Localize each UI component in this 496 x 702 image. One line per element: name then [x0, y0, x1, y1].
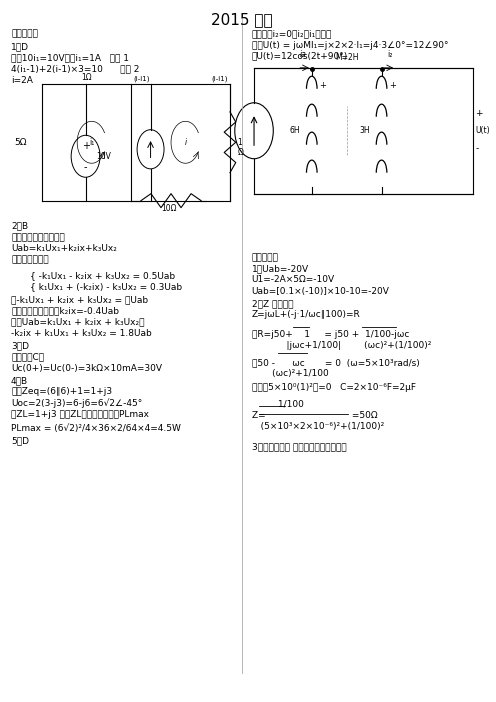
Text: Uoc=2(3-j3)=6-j6=6√2∠-45°: Uoc=2(3-j3)=6-j6=6√2∠-45°: [11, 399, 142, 408]
Text: 一、选择题: 一、选择题: [11, 29, 38, 39]
Text: +: +: [319, 81, 326, 90]
Text: Z=jωL+(-j·1/ωc∥100)=R: Z=jωL+(-j·1/ωc∥100)=R: [251, 310, 361, 319]
Text: i=2A: i=2A: [11, 76, 33, 84]
Text: +: +: [82, 141, 90, 151]
Text: Z=                              =50Ω: Z= =50Ω: [251, 411, 377, 420]
Text: 1Ω: 1Ω: [81, 74, 92, 83]
Text: U(t): U(t): [475, 126, 490, 135]
Text: |jωc+1/100|        (ωc)²+(1/100)²: |jωc+1/100| (ωc)²+(1/100)²: [251, 341, 431, 350]
Text: 1/100: 1/100: [251, 400, 304, 409]
Text: -: -: [475, 144, 479, 153]
Text: i₂: i₂: [387, 51, 393, 60]
Text: 解：Zeq=(6∥6)+1=1+j3: 解：Zeq=(6∥6)+1=1+j3: [11, 388, 112, 397]
Text: 求-k₁Ux₁ + k₂ix + k₃Ux₂ = ？Uab: 求-k₁Ux₁ + k₂ix + k₃Ux₂ = ？Uab: [11, 295, 148, 304]
Text: 解：电容C：: 解：电容C：: [11, 352, 44, 362]
Text: PLmax = (6√2)²/4×36×2/64×4=4.5W: PLmax = (6√2)²/4×36×2/64×4=4.5W: [11, 424, 181, 432]
Text: M=2H: M=2H: [335, 53, 359, 62]
Text: 解：已知i₂=0，i₂与i₁的方向: 解：已知i₂=0，i₂与i₁的方向: [251, 29, 332, 39]
Text: 即50 -      ωc       = 0  (ω=5×10³rad/s): 即50 - ωc = 0 (ω=5×10³rad/s): [251, 358, 420, 367]
Text: (5×10³×2×10⁻⁶)²+(1/100)²: (5×10³×2×10⁻⁶)²+(1/100)²: [251, 423, 384, 431]
Text: U1=-2A×5Ω=-10V: U1=-2A×5Ω=-10V: [251, 275, 335, 284]
Text: 2．Z 为纯电阻: 2．Z 为纯电阻: [251, 299, 293, 308]
Text: { k₁Ux₁ + (-k₂ix) - k₃Ux₂ = 0.3Uab: { k₁Ux₁ + (-k₂ix) - k₃Ux₂ = 0.3Uab: [30, 282, 183, 291]
Text: 1．Uab=-20V: 1．Uab=-20V: [251, 264, 309, 273]
Text: 由条件建立等式: 由条件建立等式: [11, 256, 49, 264]
Text: (i-i1): (i-i1): [211, 76, 228, 83]
Text: ia: ia: [300, 51, 307, 60]
Text: Ω: Ω: [237, 148, 243, 157]
Text: i: i: [185, 138, 186, 147]
Text: 解：10i₁=10V，即i₁=1A   网孔 1: 解：10i₁=10V，即i₁=1A 网孔 1: [11, 53, 129, 62]
Text: 1: 1: [237, 138, 242, 147]
Text: 将上述两式相加，即k₂ix=-0.4Uab: 将上述两式相加，即k₂ix=-0.4Uab: [11, 306, 119, 315]
Text: 4(i₁-1)+2(i-1)×3=10      网孔 2: 4(i₁-1)+2(i-1)×3=10 网孔 2: [11, 65, 139, 73]
Text: 所以（5×10⁰(1)²）=0   C=2×10⁻⁶F=2μF: 所以（5×10⁰(1)²）=0 C=2×10⁻⁶F=2μF: [251, 383, 416, 392]
Text: { -k₁Ux₁ - k₂ix + k₃Ux₂ = 0.5Uab: { -k₁Ux₁ - k₂ix + k₃Ux₂ = 0.5Uab: [30, 271, 176, 280]
Text: -: -: [84, 161, 87, 172]
Text: Uc(0+)=Uc(0-)=3kΩ×10mA=30V: Uc(0+)=Uc(0-)=3kΩ×10mA=30V: [11, 364, 162, 373]
Text: 2．B: 2．B: [11, 222, 28, 231]
Text: 即R=j50+    1     = j50 +  1/100-jωc: 即R=j50+ 1 = j50 + 1/100-jωc: [251, 330, 409, 339]
Text: 5Ω: 5Ω: [14, 138, 27, 147]
Text: 故U(t)=12cos(2t+90°): 故U(t)=12cos(2t+90°): [251, 52, 348, 61]
Text: 2015 电路: 2015 电路: [211, 12, 273, 27]
Text: 4．B: 4．B: [11, 376, 28, 385]
Text: 5．D: 5．D: [11, 437, 29, 445]
Text: 3．理想变压器 输入功率等于输出功率: 3．理想变压器 输入功率等于输出功率: [251, 442, 346, 451]
Text: 使得U(t) = jωMI₁=j×2×2·I₁=j4·3∠0°=12∠90°: 使得U(t) = jωMI₁=j×2×2·I₁=j4·3∠0°=12∠90°: [251, 41, 448, 50]
Text: +: +: [389, 81, 396, 90]
Text: 当ZL=1+j3 时，ZL可获得最大功率PLmax: 当ZL=1+j3 时，ZL可获得最大功率PLmax: [11, 410, 149, 418]
Text: -k₂ix + k₁Ux₁ + k₃Ux₂ = 1.8Uab: -k₂ix + k₁Ux₁ + k₃Ux₂ = 1.8Uab: [11, 329, 152, 338]
Text: 3．D: 3．D: [11, 341, 29, 350]
Text: (ωc)²+1/100: (ωc)²+1/100: [251, 369, 328, 378]
Text: Uab=[0.1×(-10)]×10-10=-20V: Uab=[0.1×(-10)]×10-10=-20V: [251, 286, 389, 296]
Text: 1．D: 1．D: [11, 42, 29, 51]
Text: Uab=k₁Ux₁+k₂ix+k₃Ux₂: Uab=k₁Ux₁+k₂ix+k₃Ux₂: [11, 244, 117, 253]
Text: 6H: 6H: [289, 126, 300, 135]
Text: 3H: 3H: [359, 126, 370, 135]
Text: 10V: 10V: [96, 152, 111, 161]
Text: 解：线性无源网络，故: 解：线性无源网络，故: [11, 233, 65, 241]
Text: 二、填空题: 二、填空题: [251, 253, 279, 262]
Text: +: +: [475, 109, 483, 118]
Text: i₁: i₁: [89, 138, 94, 147]
Text: 代入Uab=k₁Ux₁ + k₂ix + k₃Ux₂得: 代入Uab=k₁Ux₁ + k₂ix + k₃Ux₂得: [11, 317, 144, 326]
Text: 10Ω: 10Ω: [161, 204, 177, 213]
Text: (i-i1): (i-i1): [134, 76, 150, 83]
